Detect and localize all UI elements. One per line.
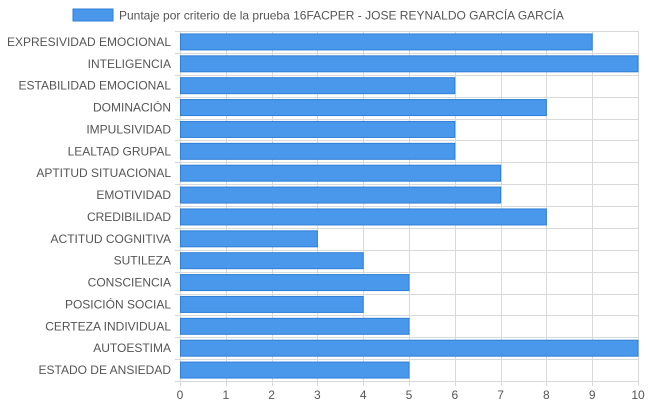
category-label: LEALTAD GRUPAL [68, 144, 172, 158]
category-label: SUTILEZA [114, 254, 171, 268]
x-tick-label: 1 [222, 388, 229, 402]
bars [180, 33, 639, 379]
legend-swatch [72, 8, 114, 22]
bar[interactable] [180, 361, 410, 379]
category-label: EXPRESIVIDAD EMOCIONAL [7, 35, 171, 49]
bar[interactable] [180, 186, 502, 204]
bar[interactable] [180, 230, 318, 248]
category-label: ACTITUD COGNITIVA [51, 232, 171, 246]
category-label: ESTABILIDAD EMOCIONAL [19, 79, 172, 93]
bar[interactable] [180, 99, 547, 117]
bar[interactable] [180, 252, 364, 270]
x-tick-label: 3 [314, 388, 321, 402]
category-label: IMPULSIVIDAD [86, 122, 171, 136]
x-tick-label: 9 [589, 388, 596, 402]
category-label: CONSCIENCIA [88, 276, 171, 290]
bar[interactable] [180, 274, 410, 292]
category-label: DOMINACIÓN [93, 100, 171, 115]
x-tick-label: 4 [360, 388, 367, 402]
category-label: INTELIGENCIA [88, 57, 171, 71]
legend-label: Puntaje por criterio de la prueba 16FACP… [119, 8, 564, 23]
bar[interactable] [180, 339, 639, 357]
x-tick-label: 7 [497, 388, 504, 402]
bar[interactable] [180, 142, 456, 160]
bar[interactable] [180, 120, 456, 138]
category-label: EMOTIVIDAD [96, 188, 171, 202]
x-tick-label: 8 [543, 388, 550, 402]
bar[interactable] [180, 164, 502, 182]
bar[interactable] [180, 208, 547, 226]
category-label: CREDIBILIDAD [87, 210, 171, 224]
category-label: APTITUD SITUACIONAL [36, 166, 171, 180]
category-label: ESTADO DE ANSIEDAD [39, 363, 172, 377]
legend[interactable]: Puntaje por criterio de la prueba 16FACP… [72, 8, 564, 23]
x-tick-labels: 0 1 2 3 4 5 6 7 8 9 10 [177, 388, 645, 402]
x-tick-label: 2 [268, 388, 275, 402]
bar[interactable] [180, 55, 639, 73]
category-label: CERTEZA INDIVIDUAL [45, 319, 171, 333]
x-tick-label: 0 [177, 388, 184, 402]
bar[interactable] [180, 33, 593, 51]
x-tick-label: 6 [451, 388, 458, 402]
bar[interactable] [180, 77, 456, 95]
category-label: AUTOESTIMA [93, 341, 171, 355]
category-label: POSICIÓN SOCIAL [65, 296, 171, 311]
bar[interactable] [180, 317, 410, 335]
category-labels: EXPRESIVIDAD EMOCIONAL INTELIGENCIA ESTABI… [7, 35, 171, 377]
x-tick-label: 10 [631, 388, 645, 402]
x-tick-label: 5 [406, 388, 413, 402]
bar[interactable] [180, 295, 364, 313]
